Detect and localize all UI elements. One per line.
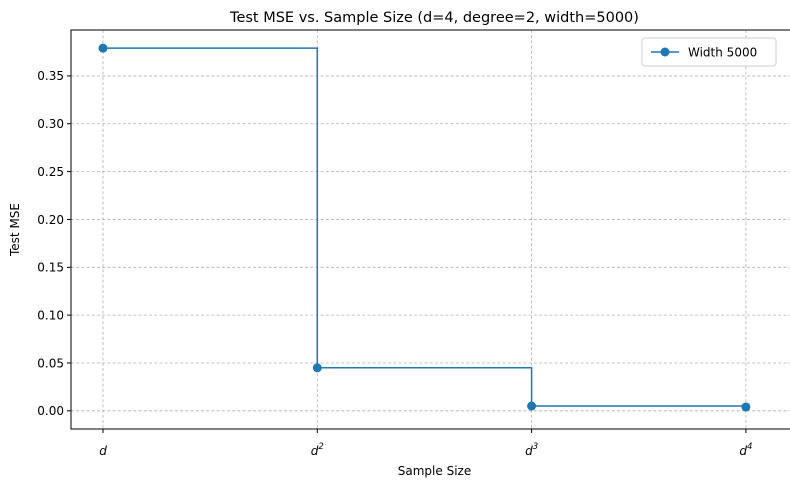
data-point (527, 401, 537, 411)
y-tick-label: 0.10 (37, 308, 64, 322)
x-ticks: d d2 d3 d4 (99, 429, 752, 458)
legend-marker (660, 47, 670, 57)
x-tick-label: d3 (525, 442, 538, 458)
y-axis-label: Test MSE (8, 203, 22, 257)
x-tick-label: d2 (311, 442, 324, 458)
legend: Width 5000 (641, 37, 777, 67)
data-point (741, 402, 751, 412)
legend-label: Width 5000 (688, 46, 757, 60)
data-point (312, 363, 322, 373)
series-line (98, 43, 751, 412)
data-point (98, 43, 108, 53)
y-tick-label: 0.30 (37, 117, 64, 131)
y-tick-label: 0.35 (37, 69, 64, 83)
x-axis-label: Sample Size (398, 464, 471, 478)
y-tick-label: 0.25 (37, 165, 64, 179)
y-tick-label: 0.20 (37, 213, 64, 227)
plot-frame (70, 29, 790, 430)
series-step-line (103, 47, 747, 407)
y-ticks: 0.00 0.05 0.10 0.15 0.20 0.25 0.30 0.35 (37, 69, 71, 418)
x-tick-label: d (99, 444, 107, 458)
y-tick-label: 0.00 (37, 404, 64, 418)
x-tick-label: d4 (739, 442, 752, 458)
grid (71, 30, 790, 429)
y-tick-label: 0.05 (37, 356, 64, 370)
legend-box (641, 37, 777, 67)
y-tick-label: 0.15 (37, 261, 64, 275)
chart-title: Test MSE vs. Sample Size (d=4, degree=2,… (229, 10, 639, 26)
